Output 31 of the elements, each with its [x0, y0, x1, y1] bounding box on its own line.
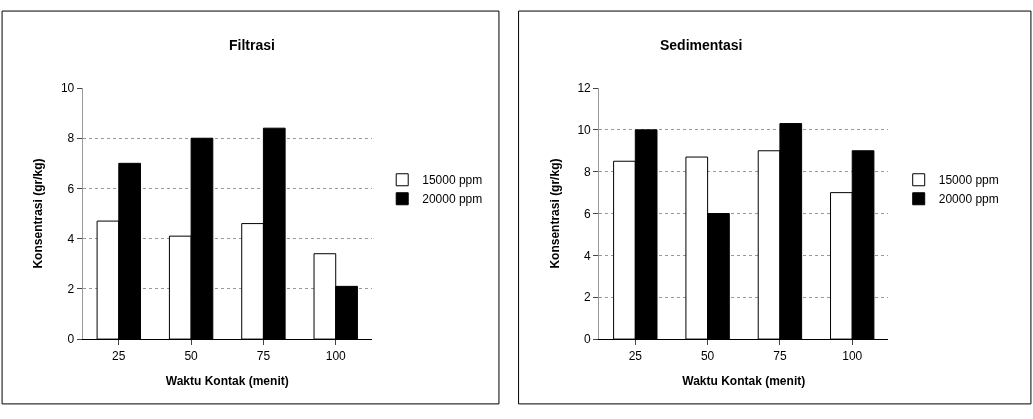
y-tick-label: 8 [67, 131, 75, 146]
y-tick-label: 6 [584, 206, 592, 221]
x-axis-title: Waktu Kontak (menit) [682, 374, 806, 389]
x-tick-label: 75 [256, 348, 271, 363]
x-tick-label: 50 [184, 348, 199, 363]
chart-title: Filtrasi [229, 37, 275, 53]
y-tick-label: 4 [67, 231, 75, 246]
legend-label: 20000 ppm [422, 192, 483, 207]
x-tick-label: 100 [325, 348, 347, 363]
y-tick-label: 2 [67, 282, 75, 297]
x-tick-label: 75 [773, 348, 787, 363]
chart-title: Sedimentasi [660, 37, 743, 53]
y-tick-label: 4 [584, 248, 592, 263]
y-tick-label: 6 [67, 181, 75, 196]
y-tick-label: 12 [577, 81, 592, 96]
y-tick-label: 0 [584, 332, 592, 347]
y-tick-label: 10 [577, 123, 592, 138]
y-tick-label: 8 [584, 164, 592, 179]
legend-label: 15000 ppm [938, 173, 999, 188]
y-tick-label: 10 [60, 81, 75, 96]
x-tick-label: 50 [700, 348, 715, 363]
x-tick-label: 25 [112, 348, 126, 363]
x-tick-label: 100 [842, 348, 863, 363]
legend-label: 20000 ppm [938, 192, 999, 207]
x-tick-label: 25 [628, 348, 643, 363]
legend-label: 15000 ppm [422, 173, 483, 188]
y-axis-title: Konsentrasi (gr/kg) [547, 158, 562, 269]
y-tick-label: 0 [67, 332, 75, 347]
y-axis-title: Konsentrasi (gr/kg) [31, 158, 46, 269]
x-axis-title: Waktu Kontak (menit) [165, 374, 289, 389]
y-tick-label: 2 [584, 290, 592, 305]
